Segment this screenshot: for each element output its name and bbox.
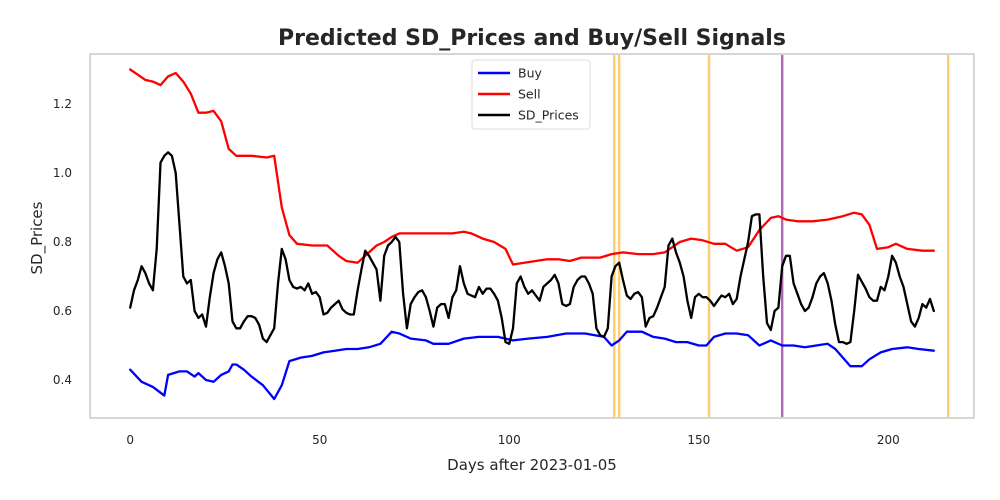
plot-frame [89, 53, 975, 419]
legend-box [471, 59, 591, 130]
legend: Buy Sell SD_Prices [471, 59, 591, 130]
y-axis-label: SD_Prices [28, 201, 47, 274]
series-lines [129, 68, 935, 401]
x-ticks: 0 50 100 150 200 [126, 433, 899, 447]
chart-title: Predicted SD_Prices and Buy/Sell Signals [278, 26, 786, 51]
legend-label-sell: Sell [518, 87, 541, 102]
x-tick-label: 200 [877, 433, 900, 447]
y-tick-label: 0.8 [53, 235, 72, 249]
y-tick-label: 0.4 [53, 373, 72, 387]
series-line-buy [129, 330, 935, 401]
x-tick-label: 150 [687, 433, 710, 447]
signal-lines [613, 55, 950, 417]
legend-label-buy: Buy [518, 66, 542, 81]
series-line-sell [129, 68, 935, 266]
x-axis-label: Days after 2023-01-05 [447, 456, 617, 474]
x-tick-label: 0 [126, 433, 134, 447]
x-tick-label: 50 [312, 433, 327, 447]
series-line-sd-prices [129, 151, 935, 345]
x-tick-label: 100 [498, 433, 521, 447]
y-ticks: 0.4 0.6 0.8 1.0 1.2 [53, 97, 72, 387]
legend-label-sd-prices: SD_Prices [518, 108, 579, 123]
y-tick-label: 1.0 [53, 166, 72, 180]
y-tick-label: 0.6 [53, 304, 72, 318]
y-tick-label: 1.2 [53, 97, 72, 111]
